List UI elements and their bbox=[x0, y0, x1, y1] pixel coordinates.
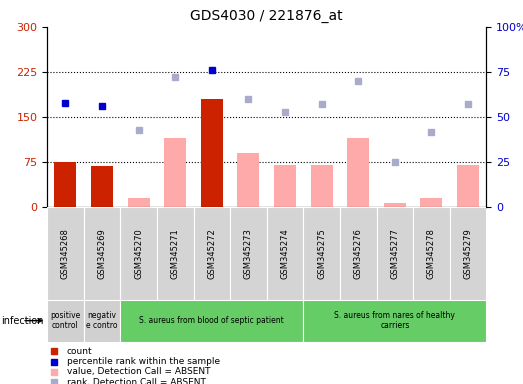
Bar bbox=[128, 198, 150, 207]
Text: GSM345278: GSM345278 bbox=[427, 228, 436, 279]
Text: GSM345272: GSM345272 bbox=[207, 228, 217, 279]
Bar bbox=[237, 153, 259, 207]
Bar bbox=[84, 300, 120, 342]
Bar bbox=[413, 207, 450, 300]
Bar bbox=[420, 198, 442, 207]
Bar bbox=[91, 166, 113, 207]
Text: S. aureus from blood of septic patient: S. aureus from blood of septic patient bbox=[140, 316, 284, 325]
Bar bbox=[267, 207, 303, 300]
Text: GSM345271: GSM345271 bbox=[170, 228, 180, 279]
Bar bbox=[201, 99, 223, 207]
Text: GSM345277: GSM345277 bbox=[390, 228, 400, 279]
Text: GSM345274: GSM345274 bbox=[280, 228, 290, 279]
Bar bbox=[274, 165, 296, 207]
Bar bbox=[311, 165, 333, 207]
Text: GSM345276: GSM345276 bbox=[354, 228, 363, 279]
Text: value, Detection Call = ABSENT: value, Detection Call = ABSENT bbox=[67, 367, 210, 376]
Bar bbox=[194, 207, 230, 300]
Text: percentile rank within the sample: percentile rank within the sample bbox=[67, 357, 220, 366]
Bar bbox=[47, 207, 84, 300]
Text: rank, Detection Call = ABSENT: rank, Detection Call = ABSENT bbox=[67, 377, 206, 384]
Text: positive
control: positive control bbox=[50, 311, 81, 330]
Text: GSM345269: GSM345269 bbox=[97, 228, 107, 279]
Bar bbox=[84, 207, 120, 300]
Bar bbox=[47, 300, 84, 342]
Text: GSM345268: GSM345268 bbox=[61, 228, 70, 279]
Bar bbox=[347, 138, 369, 207]
Text: GSM345275: GSM345275 bbox=[317, 228, 326, 279]
Bar bbox=[230, 207, 267, 300]
Bar bbox=[457, 165, 479, 207]
Bar bbox=[54, 162, 76, 207]
Bar bbox=[120, 207, 157, 300]
Bar bbox=[303, 300, 486, 342]
Bar bbox=[450, 207, 486, 300]
Bar bbox=[377, 207, 413, 300]
Text: GSM345270: GSM345270 bbox=[134, 228, 143, 279]
Bar bbox=[340, 207, 377, 300]
Text: GSM345273: GSM345273 bbox=[244, 228, 253, 279]
Text: count: count bbox=[67, 347, 93, 356]
Bar bbox=[164, 138, 186, 207]
Text: negativ
e contro: negativ e contro bbox=[86, 311, 118, 330]
Title: GDS4030 / 221876_at: GDS4030 / 221876_at bbox=[190, 9, 343, 23]
Bar bbox=[384, 202, 406, 207]
Bar bbox=[157, 207, 194, 300]
Text: S. aureus from nares of healthy
carriers: S. aureus from nares of healthy carriers bbox=[334, 311, 456, 330]
Text: GSM345279: GSM345279 bbox=[463, 228, 473, 279]
Text: infection: infection bbox=[1, 316, 43, 326]
Bar bbox=[303, 207, 340, 300]
Bar bbox=[120, 300, 303, 342]
